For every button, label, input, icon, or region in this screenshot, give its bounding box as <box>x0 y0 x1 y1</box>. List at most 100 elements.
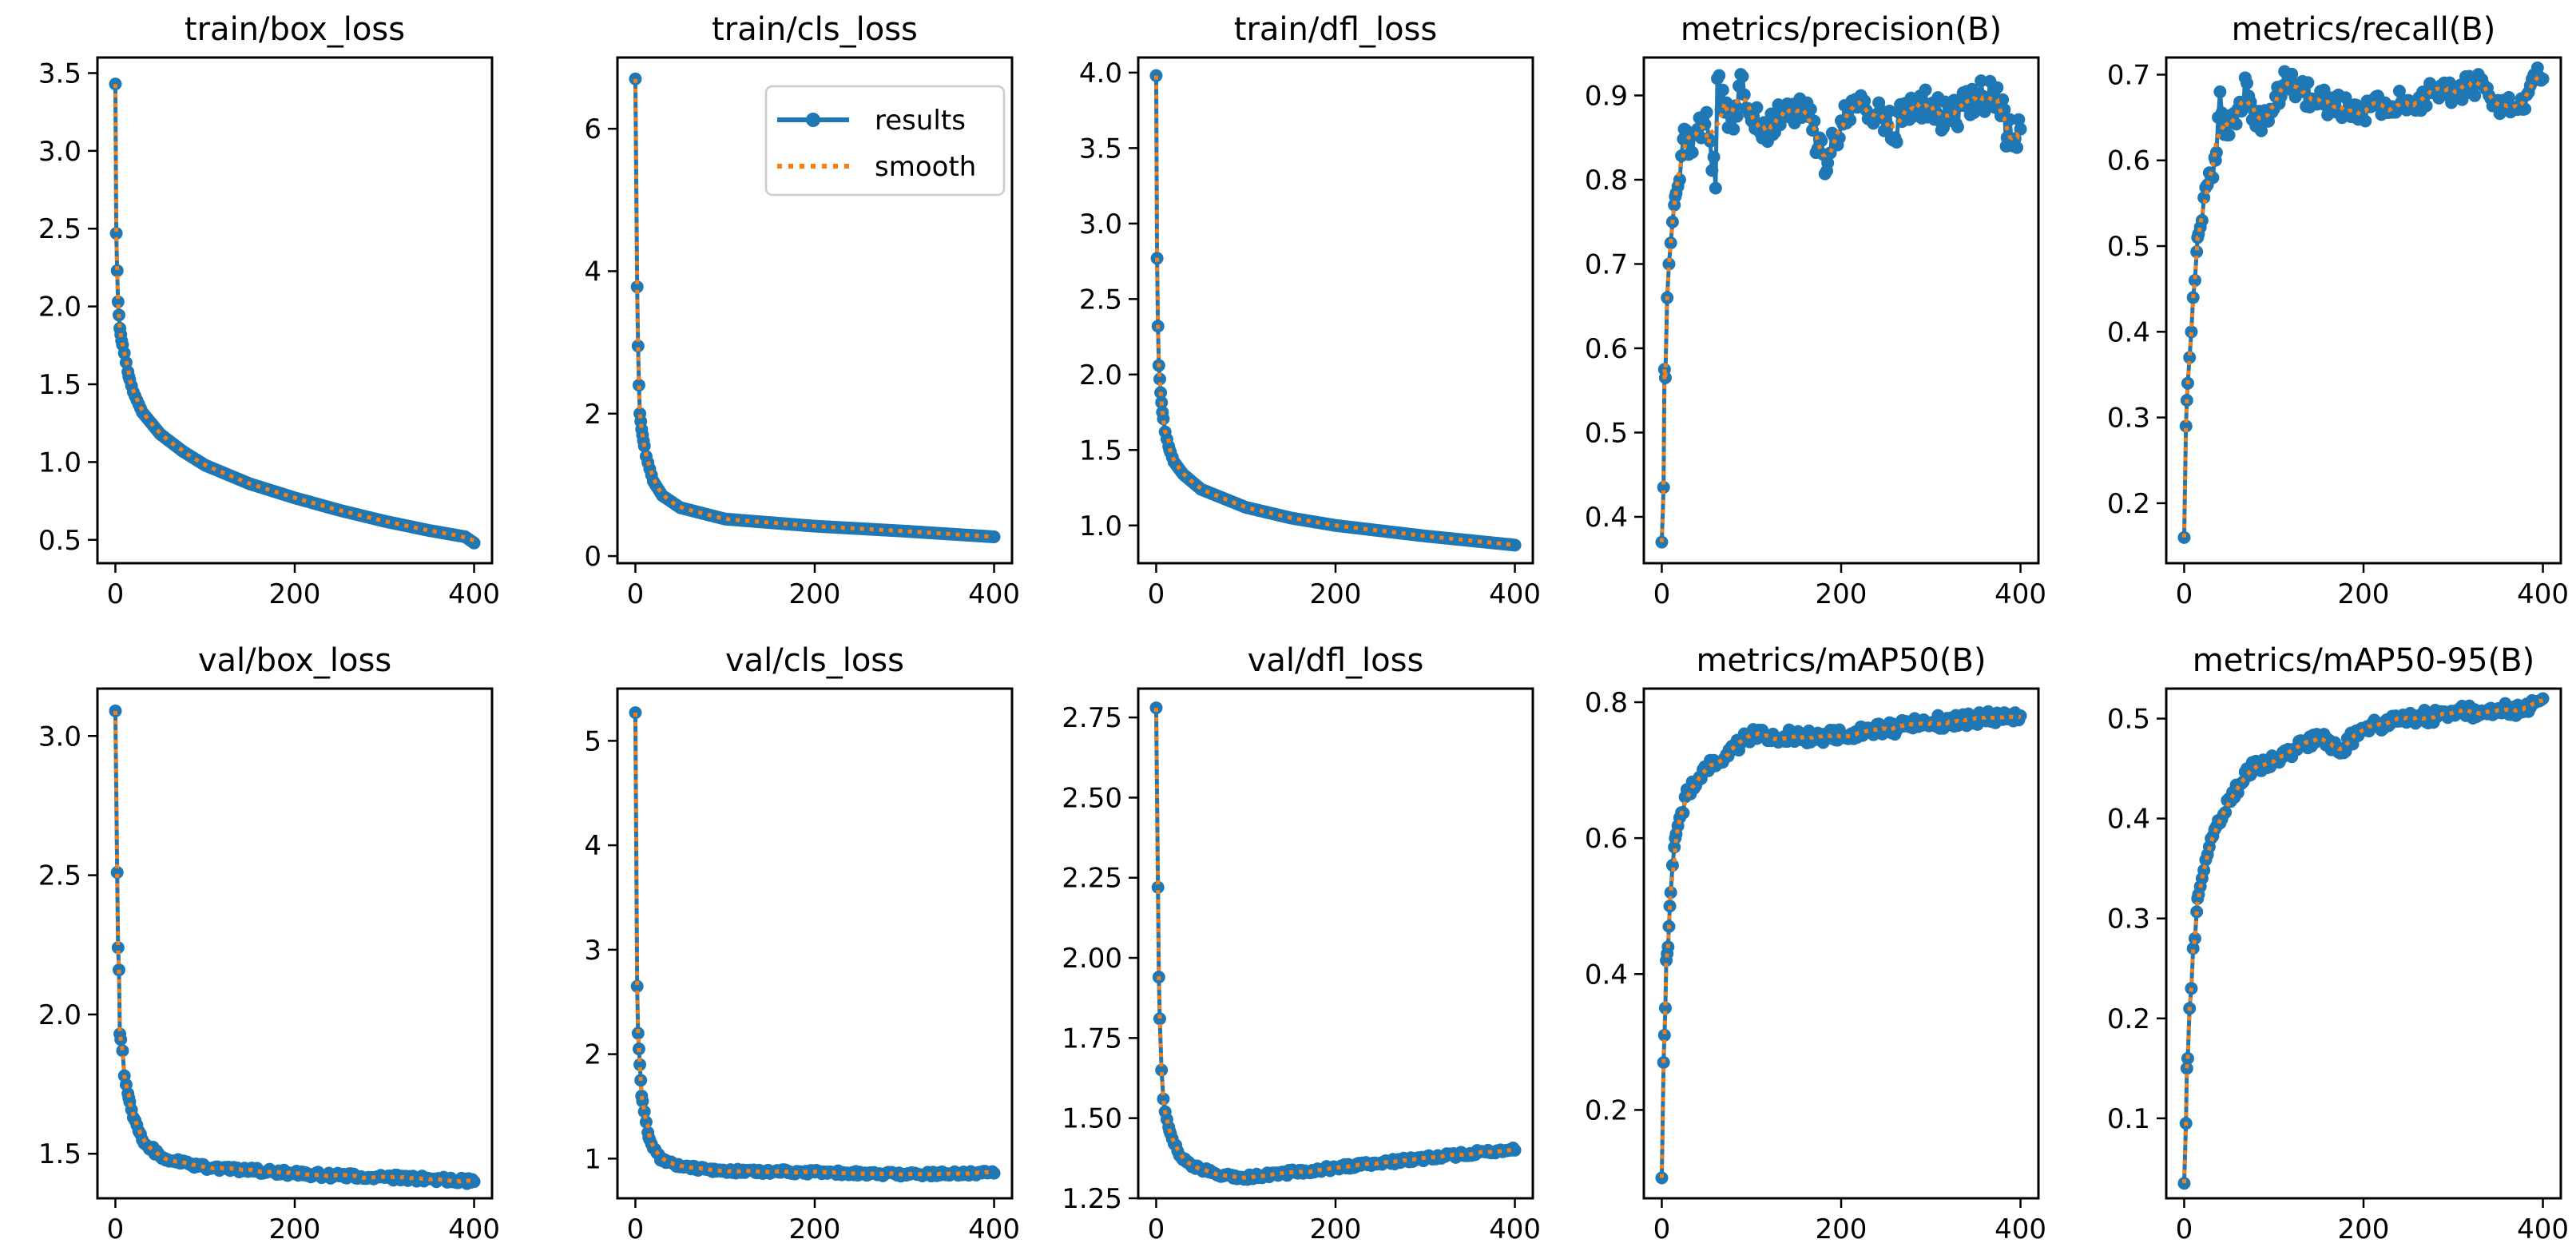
results-point <box>2180 1062 2193 1075</box>
results-point <box>2213 85 2227 98</box>
results-point <box>1664 236 1677 250</box>
results-point <box>1698 117 1712 131</box>
x-tick-label: 400 <box>1489 578 1541 610</box>
results-point <box>1737 88 1751 101</box>
results-point <box>2209 145 2223 159</box>
x-tick-label: 400 <box>1995 578 2046 610</box>
results-point <box>2457 88 2471 101</box>
smooth-line <box>113 84 475 542</box>
x-tick-label: 200 <box>789 1213 841 1245</box>
y-tick-label: 1.0 <box>38 447 81 479</box>
subplot-title: val/dfl_loss <box>1248 642 1424 679</box>
results-line <box>2181 66 2545 538</box>
subplot: val/dfl_loss 0 200 400 1.25 1.50 1.75 2.00 2.25 2… <box>1062 642 1541 1245</box>
y-tick-label: 1.5 <box>38 369 81 401</box>
results-point <box>2359 114 2372 128</box>
legend: results smooth <box>764 85 1006 197</box>
y-tick-label: 0.2 <box>2107 1003 2150 1035</box>
y-tick-label: 0.6 <box>1585 823 1628 855</box>
results-point <box>1727 122 1740 136</box>
results-point <box>1153 1012 1166 1026</box>
subplot: train/dfl_loss 0 200 400 1.0 1.5 2.0 2.5 3.0 3.5 4… <box>1079 11 1541 610</box>
y-tick-label: 2.0 <box>1079 359 1122 391</box>
y-tick-label: 2 <box>584 1039 601 1071</box>
subplot-title: metrics/mAP50(B) <box>1696 642 1986 679</box>
x-tick-label: 200 <box>1310 1213 1362 1245</box>
y-tick-label: 0.4 <box>1585 959 1628 991</box>
legend-results-label: results <box>875 105 966 137</box>
axes-frame <box>96 687 494 1200</box>
y-tick-label: 0.5 <box>1585 417 1628 449</box>
results-point <box>2518 102 2532 116</box>
axes-frame <box>1137 687 1534 1200</box>
x-tick-label: 200 <box>269 1213 321 1245</box>
y-tick-label: 2.50 <box>1062 782 1122 814</box>
results-point <box>636 1094 649 1108</box>
results-point <box>631 340 645 353</box>
results-point <box>2419 99 2433 113</box>
results-point <box>109 227 123 240</box>
y-tick-label: 0.3 <box>2107 403 2150 435</box>
y-tick-label: 3.0 <box>38 721 81 753</box>
results-point <box>2012 113 2026 126</box>
results-point <box>633 1058 647 1071</box>
y-tick-label: 0.4 <box>1585 502 1628 534</box>
results-point <box>1157 412 1170 426</box>
y-tick-label: 0.6 <box>2107 145 2150 177</box>
x-tick-label: 0 <box>1653 578 1671 610</box>
plot-area <box>109 77 481 550</box>
results-point <box>1730 109 1744 123</box>
x-tick-label: 0 <box>107 578 125 610</box>
y-tick-label: 2.25 <box>1062 863 1122 895</box>
plot-area <box>629 706 1001 1183</box>
results-point <box>2190 245 2204 259</box>
y-tick-label: 2.5 <box>38 213 81 245</box>
results-point <box>630 979 644 993</box>
results-point <box>1662 257 1676 271</box>
results-point <box>1919 83 1932 97</box>
results-point <box>1685 145 1699 159</box>
x-tick-label: 400 <box>448 578 500 610</box>
results-point <box>1508 538 1522 552</box>
y-tick-label: 1 <box>584 1143 601 1175</box>
results-point <box>2186 942 2200 955</box>
subplot: val/box_loss 0 200 400 1.5 2.0 2.5 3.0 <box>38 642 500 1245</box>
results-point <box>111 295 125 308</box>
smooth-line <box>2181 74 2544 538</box>
results-point <box>2183 351 2197 364</box>
x-tick-label: 200 <box>1816 1213 1868 1245</box>
plot-area <box>1149 701 1522 1186</box>
x-tick-label: 400 <box>2517 1213 2569 1245</box>
x-tick-label: 0 <box>627 578 645 610</box>
y-tick-label: 0.4 <box>2107 804 2150 836</box>
results-point <box>1155 1063 1169 1077</box>
results-point <box>2188 273 2201 287</box>
axes-frame <box>2165 687 2562 1200</box>
x-tick-label: 200 <box>2338 1213 2390 1245</box>
plot-area <box>1149 69 1522 552</box>
results-point <box>1657 481 1670 494</box>
plot-area <box>1655 68 2027 549</box>
results-point <box>1998 103 2011 117</box>
results-point <box>1657 1028 1671 1042</box>
y-tick-label: 2.5 <box>1079 284 1122 316</box>
results-point <box>2222 129 2236 142</box>
results-point <box>2003 113 2017 126</box>
y-tick-label: 2.5 <box>38 860 81 892</box>
results-point <box>2339 91 2352 105</box>
smooth-line <box>2181 698 2544 1184</box>
y-tick-label: 0.2 <box>2107 488 2150 520</box>
y-tick-label: 2.00 <box>1062 943 1122 975</box>
y-tick-label: 0.5 <box>2107 704 2150 736</box>
y-tick-label: 1.25 <box>1062 1183 1122 1215</box>
x-tick-label: 0 <box>2176 1213 2193 1245</box>
subplot-title: metrics/precision(B) <box>1681 11 2002 48</box>
results-point <box>1700 105 1713 119</box>
y-tick-label: 2.0 <box>38 999 81 1031</box>
y-tick-label: 1.50 <box>1062 1103 1122 1135</box>
x-tick-label: 400 <box>968 578 1020 610</box>
y-tick-label: 0.6 <box>1585 333 1628 365</box>
y-tick-label: 0.9 <box>1585 80 1628 112</box>
y-tick-label: 0.1 <box>2107 1103 2150 1135</box>
results-point <box>1707 150 1721 164</box>
